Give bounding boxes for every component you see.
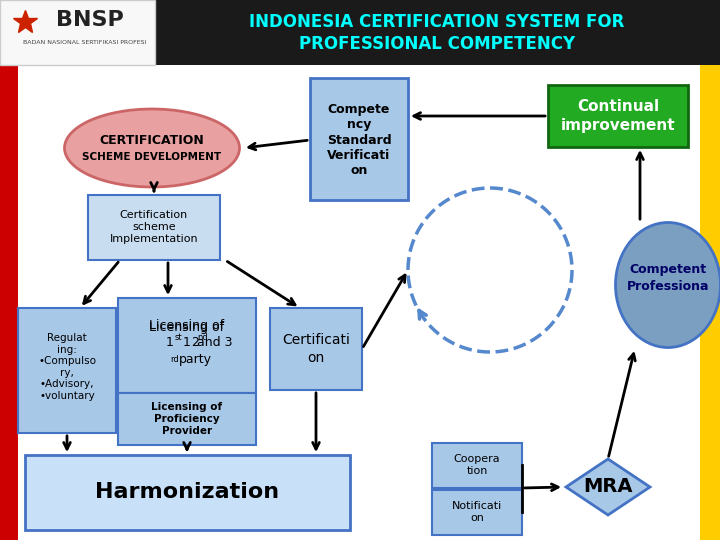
Bar [0,0,155,65]
Text: Licensing of
1: Licensing of 1 [150,321,225,349]
Bar [25,455,350,530]
Text: MRA: MRA [583,477,633,496]
Bar [118,393,256,445]
Text: Coopera
tion: Coopera tion [454,454,500,476]
Text: nd: nd [197,334,208,342]
Bar [270,308,362,390]
Text: Certificati
on: Certificati on [282,333,350,365]
Text: Continual
improvement: Continual improvement [561,99,675,133]
Text: 2: 2 [191,336,199,349]
Text: Compete
ncy
Standard
Verificati
on: Compete ncy Standard Verificati on [327,103,391,178]
Ellipse shape [616,222,720,348]
Text: rd: rd [171,355,179,364]
Bar [0,0,18,540]
Bar [432,443,522,488]
Text: Certification
scheme
Implementation: Certification scheme Implementation [109,210,198,244]
Bar [700,0,720,540]
Text: Regulat
ing:
•Compulso
ry,
•Advisory,
•voluntary: Regulat ing: •Compulso ry, •Advisory, •v… [38,333,96,401]
Text: Licensing of: Licensing of [150,319,225,332]
Text: Competent
Professiona: Competent Professiona [626,263,709,293]
Text: st: st [174,334,182,342]
Bar [18,308,116,433]
Text: BNSP: BNSP [56,10,124,30]
Text: Licensing of
Proficiency
Provider: Licensing of Proficiency Provider [151,402,222,436]
Bar [432,490,522,535]
Text: Harmonization: Harmonization [95,482,279,502]
Bar [548,85,688,147]
Bar [310,78,408,200]
Text: PROFESSIONAL COMPETENCY: PROFESSIONAL COMPETENCY [299,35,575,53]
Text: CERTIFICATION: CERTIFICATION [99,134,204,147]
Bar [88,195,220,260]
Ellipse shape [65,109,240,187]
Text: INDONESIA CERTIFICATION SYSTEM FOR: INDONESIA CERTIFICATION SYSTEM FOR [249,13,625,31]
Bar [155,0,720,65]
Text: 1: 1 [166,336,174,349]
Text: and 3: and 3 [197,336,233,349]
Polygon shape [566,459,650,515]
Text: Notificati
on: Notificati on [452,501,502,523]
Text: SCHEME DEVELOPMENT: SCHEME DEVELOPMENT [82,152,222,162]
Bar [118,298,256,393]
Text: BADAN NASIONAL SERTIFIKASI PROFESI: BADAN NASIONAL SERTIFIKASI PROFESI [23,39,147,44]
Text: party: party [179,354,212,367]
